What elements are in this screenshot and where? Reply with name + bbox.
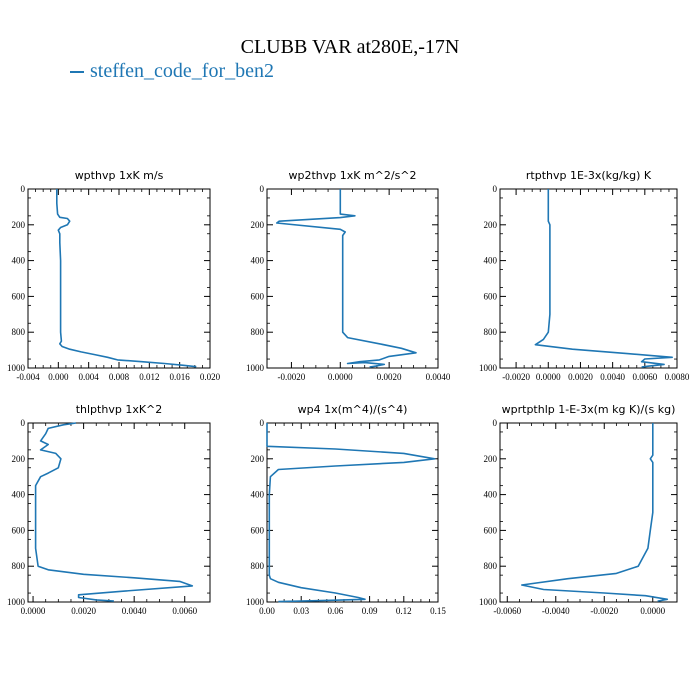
y-tick-label: 400 bbox=[251, 490, 265, 500]
x-tick-label: 0.016 bbox=[170, 372, 191, 382]
figure-title: CLUBB VAR at280E,-17N bbox=[240, 36, 460, 58]
subplot-5: wp4 1x(m^4)/(s^4) 0.00 0.03 0.06 0.09 0.12 0.1… bbox=[246, 403, 446, 616]
y-tick-label: 1000 bbox=[479, 597, 498, 607]
plot-frame bbox=[27, 422, 211, 603]
series-line bbox=[275, 189, 417, 368]
x-tick-label: -0.0020 bbox=[278, 372, 306, 382]
y-tick-label: 800 bbox=[12, 327, 26, 337]
subplot-6: wprtpthlp 1-E-3x(m kg K)/(s kg) -0.0060 -0… bbox=[479, 403, 678, 616]
x-tick-label: 0.004 bbox=[79, 372, 100, 382]
x-tick-label: 0.00 bbox=[259, 606, 275, 616]
y-tick-label: 200 bbox=[484, 454, 498, 464]
y-tick-label: 1000 bbox=[479, 363, 498, 373]
y-tick-label: 600 bbox=[251, 291, 265, 301]
subplot-4: thlpthvp 1xK^2 0.0000 0.0020 0.0040 0.0060 0 2… bbox=[7, 403, 211, 616]
y-tick-label: 800 bbox=[484, 561, 498, 571]
subplot-title: wp2thvp 1xK m^2/s^2 bbox=[288, 169, 416, 182]
x-tick-label: 0.0000 bbox=[536, 372, 561, 382]
subplot-1: wpthvp 1xK m/s -0.004 0.000 0.004 0.008 0.012… bbox=[7, 169, 221, 382]
y-tick-label: 1000 bbox=[246, 363, 265, 373]
x-tick-label: -0.0060 bbox=[493, 606, 521, 616]
x-tick-label: 0.0060 bbox=[172, 606, 197, 616]
x-tick-label: 0.0040 bbox=[426, 372, 451, 382]
x-tick-label: 0.008 bbox=[109, 372, 130, 382]
x-tick-label: 0.020 bbox=[200, 372, 221, 382]
x-tick-label: 0.15 bbox=[430, 606, 446, 616]
legend: steffen_code_for_ben2 bbox=[70, 60, 274, 83]
x-tick-label: 0.012 bbox=[139, 372, 159, 382]
x-tick-label: 0.0020 bbox=[568, 372, 593, 382]
x-tick-label: 0.0040 bbox=[122, 606, 147, 616]
y-tick-label: 800 bbox=[484, 327, 498, 337]
y-tick-label: 400 bbox=[251, 256, 265, 266]
y-tick-label: 800 bbox=[12, 561, 26, 571]
x-tick-label: 0.03 bbox=[293, 606, 309, 616]
y-tick-label: 1000 bbox=[246, 597, 265, 607]
y-tick-label: 0 bbox=[493, 418, 498, 428]
series-line bbox=[266, 423, 436, 603]
y-tick-label: 200 bbox=[484, 220, 498, 230]
y-tick-label: 600 bbox=[484, 525, 498, 535]
y-tick-label: 600 bbox=[251, 525, 265, 535]
y-tick-label: 200 bbox=[251, 454, 265, 464]
y-tick-label: 400 bbox=[484, 256, 498, 266]
y-tick-label: 0 bbox=[260, 418, 265, 428]
x-tick-label: 0.0000 bbox=[640, 606, 665, 616]
series-line bbox=[34, 422, 194, 602]
y-tick-label: 800 bbox=[251, 561, 265, 571]
y-tick-label: 400 bbox=[12, 256, 26, 266]
subplot-title: wprtpthlp 1-E-3x(m kg K)/(s kg) bbox=[502, 403, 676, 416]
series-line bbox=[55, 189, 197, 368]
x-tick-label: -0.0020 bbox=[502, 372, 530, 382]
x-tick-label: 0.12 bbox=[396, 606, 412, 616]
subplot-title: wpthvp 1xK m/s bbox=[75, 169, 164, 182]
x-tick-label: -0.0020 bbox=[590, 606, 618, 616]
subplot-2: wp2thvp 1xK m^2/s^2 -0.0020 0.0000 0.0020 0.… bbox=[246, 169, 451, 382]
x-tick-label: 0.0020 bbox=[377, 372, 402, 382]
legend-label: steffen_code_for_ben2 bbox=[90, 60, 275, 82]
y-tick-label: 1000 bbox=[7, 597, 26, 607]
y-tick-label: 200 bbox=[251, 220, 265, 230]
x-tick-label: 0.06 bbox=[328, 606, 344, 616]
y-tick-label: 0 bbox=[21, 184, 26, 194]
plot-frame bbox=[27, 188, 211, 369]
x-tick-label: -0.004 bbox=[16, 372, 40, 382]
y-tick-label: 600 bbox=[484, 291, 498, 301]
subplot-title: thlpthvp 1xK^2 bbox=[76, 403, 163, 416]
x-tick-label: 0.0040 bbox=[600, 372, 625, 382]
x-tick-label: 0.0020 bbox=[71, 606, 96, 616]
y-tick-label: 400 bbox=[484, 490, 498, 500]
y-tick-label: 0 bbox=[260, 184, 265, 194]
y-tick-label: 1000 bbox=[7, 363, 26, 373]
legend-swatch bbox=[70, 71, 84, 74]
series-line bbox=[520, 423, 669, 602]
x-tick-label: 0.000 bbox=[48, 372, 69, 382]
y-tick-label: 0 bbox=[21, 418, 26, 428]
x-tick-label: -0.0040 bbox=[542, 606, 570, 616]
y-tick-label: 200 bbox=[12, 454, 26, 464]
x-tick-label: 0.0080 bbox=[665, 372, 690, 382]
y-tick-label: 400 bbox=[12, 490, 26, 500]
y-tick-label: 600 bbox=[12, 291, 26, 301]
series-line bbox=[534, 189, 674, 368]
x-tick-label: 0.0060 bbox=[632, 372, 657, 382]
subplot-3: rtpthvp 1E-3x(kg/kg) K -0.0020 0.0000 0.002… bbox=[479, 169, 690, 382]
subplot-title: rtpthvp 1E-3x(kg/kg) K bbox=[526, 169, 652, 182]
y-tick-label: 600 bbox=[12, 525, 26, 535]
y-tick-label: 0 bbox=[493, 184, 498, 194]
y-tick-label: 800 bbox=[251, 327, 265, 337]
plot-frame bbox=[499, 188, 678, 369]
x-tick-label: 0.09 bbox=[362, 606, 378, 616]
x-tick-label: 0.0000 bbox=[21, 606, 46, 616]
plot-frame bbox=[499, 422, 678, 603]
y-tick-label: 200 bbox=[12, 220, 26, 230]
subplot-title: wp4 1x(m^4)/(s^4) bbox=[298, 403, 408, 416]
x-tick-label: 0.0000 bbox=[328, 372, 353, 382]
